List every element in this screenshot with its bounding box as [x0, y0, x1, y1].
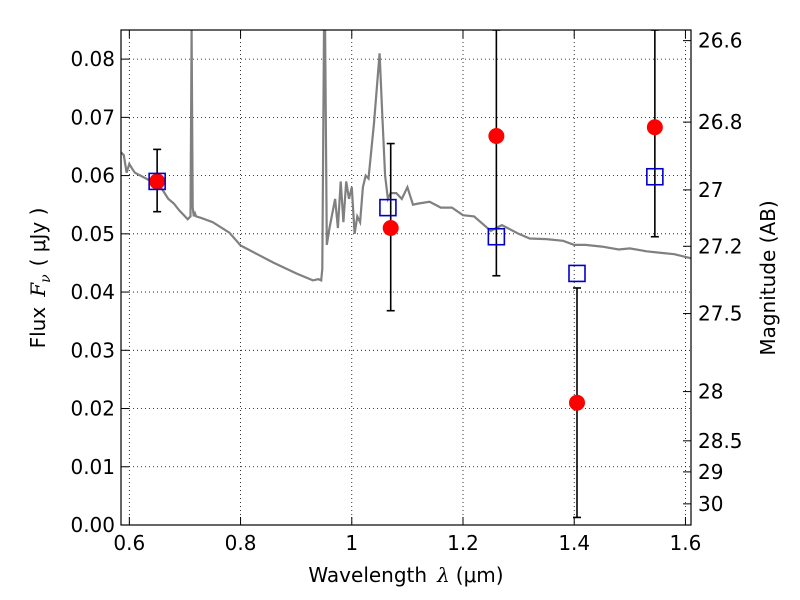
- observed-point: [382, 220, 399, 236]
- observed-point: [488, 127, 505, 144]
- mag-tick-label: 30: [698, 492, 723, 516]
- x-tick-label: 1: [345, 531, 358, 555]
- x-axis-title: Wavelength λ (μm): [308, 563, 503, 587]
- model-point: [646, 167, 664, 186]
- mag-tick-label: 27: [698, 178, 723, 202]
- observed-point: [646, 119, 663, 136]
- plot-area: [121, 30, 691, 519]
- y2-axis-title: Magnitude (AB): [756, 200, 780, 355]
- y-axis-title: FluxFν( μJy ): [26, 208, 54, 349]
- y-tick-label: 0.06: [70, 164, 115, 188]
- model-point: [148, 172, 166, 191]
- model-point: [487, 227, 506, 246]
- x-axis-title-prefix: Wavelength: [308, 563, 427, 587]
- observed-point: [569, 394, 585, 411]
- mag-tick-label: 27.2: [698, 234, 743, 258]
- mag-tick-label: 26.6: [698, 29, 743, 53]
- x-tick-label: 0.6: [113, 531, 145, 555]
- plot-frame: [120, 29, 692, 526]
- y-tick-label: 0.03: [70, 338, 115, 362]
- x-tick-label: 1.6: [670, 531, 702, 555]
- axis-ticks: 0.6 0.8 1 1.2 1.4 1.6 0.00 0.01 0.02 0.03 0.04 0.05…: [70, 29, 742, 555]
- y-tick-label: 0.04: [70, 280, 115, 304]
- x-tick-label: 1.4: [558, 531, 590, 555]
- mag-tick-label: 28: [698, 380, 723, 404]
- mag-tick-label: 29: [698, 460, 723, 484]
- model-points: [148, 167, 664, 283]
- y-tick-label: 0.05: [70, 222, 115, 246]
- mag-tick-label: 28.5: [698, 429, 743, 453]
- x-tick-label: 0.8: [225, 531, 257, 555]
- observed-points: [149, 119, 663, 411]
- mag-tick-label: 26.8: [698, 110, 743, 134]
- y-tick-label: 0.00: [70, 513, 115, 537]
- x-tick-label: 1.2: [447, 531, 479, 555]
- model-point: [379, 198, 397, 217]
- mag-tick-label: 27.5: [698, 302, 743, 326]
- y-tick-label: 0.02: [70, 397, 115, 421]
- model-point: [568, 264, 586, 283]
- observed-point: [149, 173, 166, 190]
- y-tick-label: 0.01: [70, 455, 115, 479]
- y-tick-label: 0.07: [70, 105, 115, 129]
- y-tick-label: 0.08: [70, 47, 115, 71]
